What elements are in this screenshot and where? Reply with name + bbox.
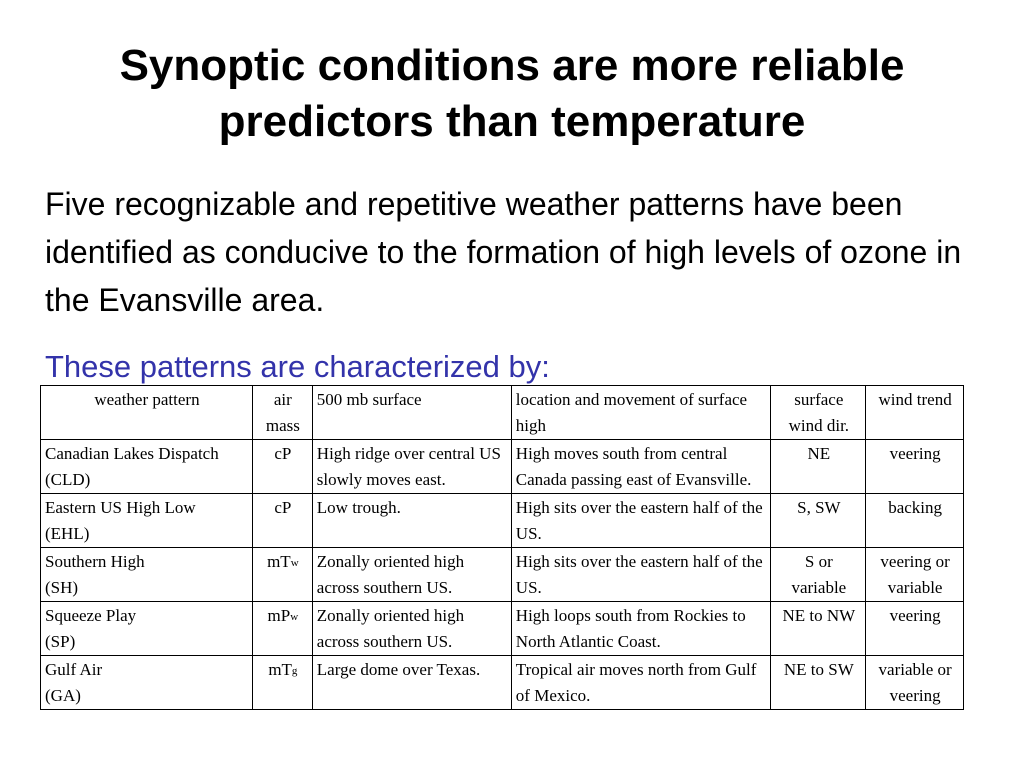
pattern-abbr: (SH) [45,578,79,597]
header-air-mass-line2: mass [265,416,300,435]
cell-500mb-surface: Zonally oriented high across southern US… [311,601,512,656]
header-wind-trend: wind trend [865,385,964,440]
table-row-ga: Gulf Air (GA) mTg Large dome over Texas.… [40,655,964,710]
air-mass-sub: g [291,665,298,677]
air-mass-main: mT [268,660,292,679]
cell-500mb-surface: Zonally oriented high across southern US… [311,547,512,602]
cell-wind-trend: veering or variable [865,547,964,602]
header-air-mass: air mass [251,385,313,440]
cell-pattern: Gulf Air (GA) [40,655,253,710]
header-wind-dir-line1: surface [794,390,844,409]
table-row-sp: Squeeze Play (SP) mPw Zonally oriented h… [40,601,964,656]
header-wind-dir: surface wind dir. [770,385,867,440]
weather-patterns-table: weather pattern air mass 500 mb surface … [40,385,964,710]
slide-title-line2: predictors than temperature [218,97,806,146]
pattern-abbr: (GA) [45,686,81,705]
air-mass-main: mP [267,606,291,625]
pattern-name: Southern High [45,552,145,571]
cell-air-mass: mPw [251,601,313,656]
pattern-abbr: (CLD) [45,470,91,489]
cell-wind-trend: variable or veering [865,655,964,710]
cell-air-mass: cP [251,493,313,548]
cell-pattern: Squeeze Play (SP) [40,601,253,656]
pattern-abbr: (EHL) [45,524,90,543]
air-mass-main: mT [267,552,291,571]
pattern-name: Eastern US High Low [45,498,196,517]
cell-location: High sits over the eastern half of the U… [510,547,772,602]
cell-wind-dir: NE to SW [770,655,867,710]
pattern-name: Gulf Air [45,660,103,679]
air-mass-main: cP [274,444,292,463]
cell-location: Tropical air moves north from Gulf of Me… [510,655,772,710]
table-row-sh: Southern High (SH) mTw Zonally oriented … [40,547,964,602]
table-row-ehl: Eastern US High Low (EHL) cP Low trough.… [40,493,964,548]
cell-wind-dir: S, SW [770,493,867,548]
table-row-cld: Canadian Lakes Dispatch (CLD) cP High ri… [40,439,964,494]
cell-air-mass: mTw [251,547,313,602]
cell-location: High sits over the eastern half of the U… [510,493,772,548]
slide-title-line1: Synoptic conditions are more reliable [119,41,905,90]
cell-wind-trend: backing [865,493,964,548]
header-wind-dir-line2: wind dir. [788,416,850,435]
slide-title: Synoptic conditions are more reliable pr… [0,38,1024,150]
cell-wind-dir: S or variable [770,547,867,602]
header-air-mass-line1: air [273,390,292,409]
table-header-row: weather pattern air mass 500 mb surface … [40,385,964,440]
table-subheading: These patterns are characterized by: [45,349,550,384]
pattern-name: Squeeze Play [45,606,137,625]
pattern-name: Canadian Lakes Dispatch [45,444,219,463]
cell-air-mass: mTg [251,655,313,710]
cell-location: High loops south from Rockies to North A… [510,601,772,656]
cell-wind-dir: NE to NW [770,601,867,656]
table-body: weather pattern air mass 500 mb surface … [40,385,964,710]
air-mass-main: cP [274,498,292,517]
cell-wind-trend: veering [865,601,964,656]
cell-pattern: Canadian Lakes Dispatch (CLD) [40,439,253,494]
air-mass-sub: w [290,611,299,623]
header-weather-pattern: weather pattern [40,385,253,440]
cell-500mb-surface: Large dome over Texas. [311,655,512,710]
header-500mb-surface: 500 mb surface [311,385,512,440]
cell-wind-trend: veering [865,439,964,494]
cell-location: High moves south from central Canada pas… [510,439,772,494]
cell-500mb-surface: Low trough. [311,493,512,548]
air-mass-sub: w [290,557,299,569]
cell-500mb-surface: High ridge over central US slowly moves … [311,439,512,494]
cell-pattern: Eastern US High Low (EHL) [40,493,253,548]
cell-pattern: Southern High (SH) [40,547,253,602]
header-location-movement: location and movement of surface high [510,385,772,440]
cell-air-mass: cP [251,439,313,494]
pattern-abbr: (SP) [45,632,76,651]
intro-paragraph: Five recognizable and repetitive weather… [45,186,962,318]
cell-wind-dir: NE [770,439,867,494]
